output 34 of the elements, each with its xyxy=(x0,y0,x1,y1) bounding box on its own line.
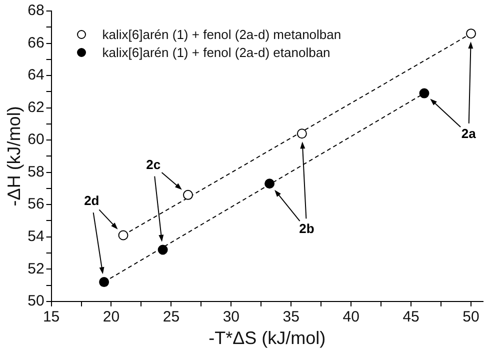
y-tick-label: 58 xyxy=(28,163,44,180)
point xyxy=(158,244,168,255)
x-tick-label: 15 xyxy=(42,308,60,326)
annotation: 2a xyxy=(461,126,477,142)
x-tick-label: 40 xyxy=(342,308,360,326)
annotation: 2d xyxy=(84,193,100,208)
point xyxy=(182,190,193,200)
x-tick-label: 45 xyxy=(402,308,420,326)
y-tick-label: 50 xyxy=(28,292,44,310)
x-tick-label: 35 xyxy=(282,308,300,326)
legend-label: kalix[6]arén (1) + fenol (2a-d) etanolban xyxy=(102,44,330,60)
x-axis-title: -T*ΔS (kJ/mol) xyxy=(208,328,326,348)
annotation: 2c xyxy=(146,156,161,172)
y-tick-label: 56 xyxy=(28,196,44,213)
legend-label: kalix[6]arén (1) + fenol (2a-d) metanolban xyxy=(102,26,342,42)
point xyxy=(296,128,307,139)
point xyxy=(99,277,110,288)
x-tick-label: 30 xyxy=(222,308,240,326)
y-tick-label: 52 xyxy=(28,260,44,278)
point xyxy=(419,88,430,98)
point xyxy=(264,178,275,189)
y-tick-label: 66 xyxy=(28,34,44,52)
x-tick-label: 50 xyxy=(462,308,480,326)
x-tick-label: 25 xyxy=(162,308,180,326)
y-tick-label: 64 xyxy=(28,66,44,84)
y-tick-label: 60 xyxy=(28,131,44,148)
y-axis-title: -ΔH (kJ/mol) xyxy=(4,106,24,206)
y-tick-label: 62 xyxy=(28,98,44,116)
x-tick-label: 20 xyxy=(102,308,120,326)
y-tick-label: 54 xyxy=(28,228,44,246)
point xyxy=(118,230,128,240)
point xyxy=(466,28,476,39)
y-tick-label: 68 xyxy=(28,2,44,20)
annotation: 2b xyxy=(299,221,314,236)
